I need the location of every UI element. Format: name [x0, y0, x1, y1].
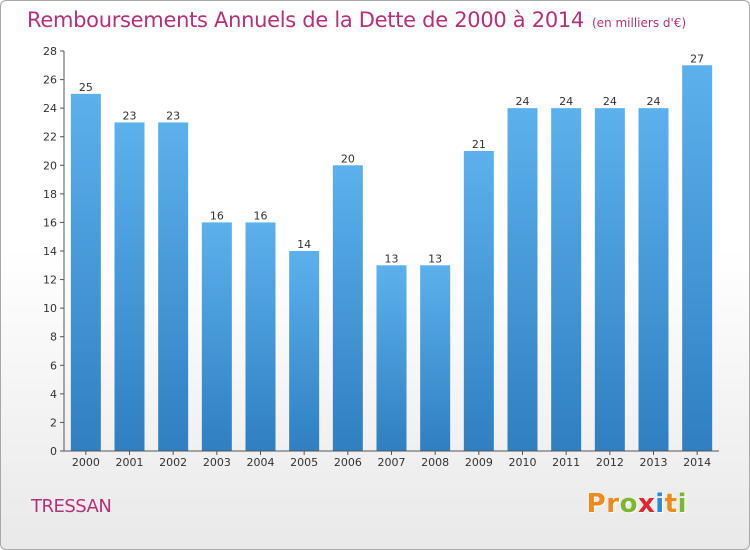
bar-2004	[245, 222, 276, 451]
axes-group: 2000 2001 2002 2003 2004 2005 2006 2007 2008 2009…	[43, 45, 719, 469]
y-tick-label-8: 8	[50, 331, 57, 344]
value-label-2014: 27	[690, 52, 704, 65]
chart-subtitle: (en milliers d'€)	[592, 16, 687, 30]
x-tick-label-2014: 2014	[683, 456, 711, 469]
x-tick-label-2009: 2009	[465, 456, 493, 469]
value-label-2001: 23	[123, 109, 137, 122]
location-name: TRESSAN	[31, 496, 112, 517]
y-tick-label-4: 4	[50, 388, 57, 401]
value-label-2006: 20	[341, 152, 355, 165]
bar-2001	[114, 122, 145, 451]
y-tick-label-2: 2	[50, 416, 57, 429]
bar-2006	[332, 165, 363, 452]
value-label-2003: 16	[210, 209, 224, 222]
bar-2009	[463, 151, 494, 451]
y-tick-label-0: 0	[50, 445, 57, 458]
value-label-2010: 24	[516, 95, 530, 108]
value-label-2013: 24	[647, 95, 661, 108]
logo-letter: x	[637, 489, 656, 519]
y-tick-label-26: 26	[43, 74, 57, 87]
logo-letter: P	[586, 489, 607, 519]
bar-2005	[289, 251, 320, 451]
y-tick-label-12: 12	[43, 274, 57, 287]
x-tick-label-2008: 2008	[421, 456, 449, 469]
y-tick-label-20: 20	[43, 159, 57, 172]
bar-2002	[158, 122, 189, 451]
x-tick-label-2001: 2001	[116, 456, 144, 469]
y-tick-label-22: 22	[43, 131, 57, 144]
y-tick-label-24: 24	[43, 102, 57, 115]
proxiti-logo: Proxiti	[587, 489, 687, 519]
x-tick-label-2012: 2012	[596, 456, 624, 469]
bars-group: 25 23 23 16 16 14 20 13 13 21 24 24 24 24 27	[70, 52, 713, 452]
bar-2013	[638, 108, 669, 452]
bar-2008	[420, 265, 451, 451]
y-tick-label-28: 28	[43, 45, 57, 58]
x-tick-label-2007: 2007	[378, 456, 406, 469]
y-tick-label-10: 10	[43, 302, 57, 315]
x-tick-label-2002: 2002	[159, 456, 187, 469]
value-label-2007: 13	[385, 252, 399, 265]
value-label-2002: 23	[166, 109, 180, 122]
bar-2000	[70, 93, 101, 451]
x-tick-label-2004: 2004	[247, 456, 275, 469]
chart-title: Remboursements Annuels de la Dette de 20…	[27, 8, 686, 32]
y-tick-label-16: 16	[43, 216, 57, 229]
chart-title-text: Remboursements Annuels de la Dette de 20…	[27, 8, 584, 32]
y-tick-label-14: 14	[43, 245, 57, 258]
value-label-2011: 24	[559, 95, 573, 108]
bar-2010	[507, 108, 538, 452]
bar-2007	[376, 265, 407, 451]
x-tick-label-2013: 2013	[640, 456, 668, 469]
value-label-2009: 21	[472, 138, 486, 151]
y-tick-label-6: 6	[50, 359, 57, 372]
bar-2003	[201, 222, 232, 451]
x-tick-label-2005: 2005	[290, 456, 318, 469]
y-tick-label-18: 18	[43, 188, 57, 201]
bar-2012	[594, 108, 625, 452]
logo-letter: i	[677, 489, 687, 519]
bar-2011	[551, 108, 582, 452]
logo-letter: i	[655, 489, 665, 519]
bar-2014	[682, 65, 713, 452]
value-label-2008: 13	[428, 252, 442, 265]
logo-letter: o	[619, 489, 638, 519]
value-label-2004: 16	[254, 209, 268, 222]
x-tick-label-2010: 2010	[509, 456, 537, 469]
logo-letter: t	[664, 489, 678, 519]
value-label-2000: 25	[79, 81, 93, 94]
x-tick-label-2006: 2006	[334, 456, 362, 469]
logo-letter: r	[606, 489, 620, 519]
value-label-2005: 14	[297, 238, 311, 251]
x-tick-label-2003: 2003	[203, 456, 231, 469]
x-tick-label-2000: 2000	[72, 456, 100, 469]
value-label-2012: 24	[603, 95, 617, 108]
x-tick-label-2011: 2011	[552, 456, 580, 469]
